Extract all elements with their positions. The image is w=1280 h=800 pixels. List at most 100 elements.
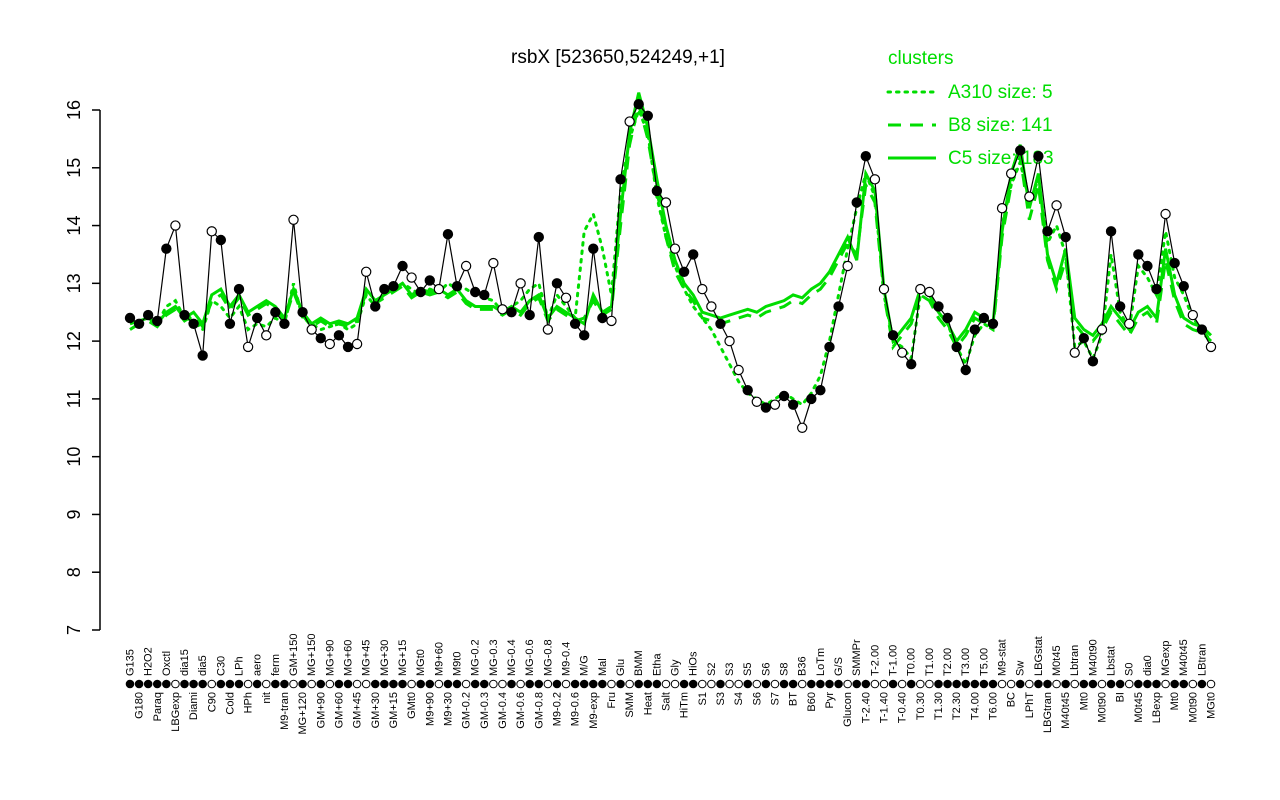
legend: clusters A310 size: 5 B8 size: 141 C5 si… <box>886 48 1054 169</box>
rug-point <box>1124 679 1134 689</box>
x-tick-label: LBGexp <box>170 692 182 732</box>
rug-point <box>489 679 498 689</box>
data-point-open <box>360 266 372 277</box>
rug-point <box>1061 679 1070 689</box>
data-point-filled <box>579 330 590 341</box>
rug-point <box>788 679 798 689</box>
x-tick-label: S3 <box>715 692 727 705</box>
data-point-filled <box>124 312 136 324</box>
data-point-open <box>869 174 881 185</box>
data-point-filled <box>442 229 454 240</box>
rug-point <box>1088 679 1098 689</box>
x-tick-label: dia15 <box>179 649 191 676</box>
rug-point <box>797 679 807 689</box>
rug-point <box>1206 679 1216 689</box>
rug-point <box>616 679 625 689</box>
x-tick-label: GM+150 <box>288 634 300 677</box>
x-tick-label: S4 <box>733 692 745 705</box>
data-point-filled <box>524 309 535 321</box>
rug-point <box>1152 679 1161 689</box>
rug-point <box>725 679 734 689</box>
rug-point <box>598 679 607 689</box>
data-point-filled <box>1169 257 1180 269</box>
rug-point <box>807 679 816 689</box>
y-tick-label: 7 <box>64 625 84 635</box>
rug-point <box>334 679 344 689</box>
data-point-filled <box>960 364 971 376</box>
x-tick-label: Mal <box>597 658 609 676</box>
rug-point <box>143 679 153 689</box>
x-tick-label: T1.30 <box>933 692 945 720</box>
rug-point <box>316 679 326 689</box>
y-tick-label: 13 <box>64 273 84 293</box>
rug-point <box>434 679 444 689</box>
data-point-filled <box>315 333 326 344</box>
x-tick-label: M9-exp <box>588 692 600 729</box>
data-point-open <box>733 364 744 376</box>
rug-point <box>162 679 171 689</box>
rug-point <box>1043 679 1052 689</box>
rug-point <box>1188 679 1198 689</box>
rug-point <box>470 679 480 689</box>
x-tick-label: MG-0.4 <box>506 639 518 676</box>
data-point-open <box>1160 208 1171 220</box>
data-point-filled <box>1015 145 1026 156</box>
data-point-filled <box>651 185 663 197</box>
data-point-filled <box>215 234 227 246</box>
rug-point <box>997 679 1007 689</box>
data-point-filled <box>851 197 862 208</box>
x-tick-label: GM+90 <box>315 692 327 728</box>
data-point-filled <box>161 243 172 254</box>
data-point-filled <box>142 309 154 321</box>
x-tick-label: dia5 <box>197 655 209 676</box>
x-tick-label: MG+30 <box>379 640 391 676</box>
rug-point <box>743 679 753 689</box>
rug-point <box>906 679 916 689</box>
x-tick-label: Pyr <box>824 692 836 709</box>
data-point-filled <box>333 330 345 341</box>
data-point-open <box>1005 168 1017 179</box>
rug-point <box>1115 679 1125 689</box>
data-point-open <box>842 260 853 272</box>
x-tick-label: GM-0.8 <box>533 692 545 729</box>
legend-label-c5: C5 size: 183 <box>948 148 1054 169</box>
x-tick-label: MG+60 <box>343 640 355 676</box>
x-tick-label: H2O2 <box>143 647 155 676</box>
data-point-open <box>324 338 336 350</box>
x-tick-label: T-0.40 <box>897 692 909 723</box>
x-tick-label: Mt0 <box>1169 692 1181 710</box>
rug-point <box>189 679 198 689</box>
rug-point <box>1179 679 1189 689</box>
data-point-filled <box>787 399 799 410</box>
x-tick-label: T0.00 <box>906 648 918 676</box>
data-point-filled <box>379 283 390 295</box>
data-point-filled <box>887 330 899 341</box>
data-point-filled <box>715 318 726 329</box>
data-point-filled <box>270 307 281 318</box>
data-point-open <box>751 396 762 407</box>
x-tick-label: GM+60 <box>333 692 345 728</box>
data-point-open <box>406 272 417 283</box>
y-tick-label: 9 <box>64 509 84 519</box>
x-tick-label: MGt0 <box>1206 692 1218 719</box>
x-tick-label: MG-0.3 <box>488 639 500 676</box>
x-tick-label: M9-0.4 <box>561 642 573 676</box>
data-point-filled <box>778 390 790 402</box>
rug-point <box>543 679 553 689</box>
x-tick-label: MGexp <box>1160 641 1172 676</box>
data-point-filled <box>370 301 381 312</box>
rug-point <box>707 679 716 689</box>
rug-point <box>407 679 416 689</box>
rug-point <box>834 679 843 689</box>
x-tick-label: MGt0 <box>415 649 427 676</box>
data-point-filled <box>479 289 490 301</box>
rug-point <box>1134 679 1143 689</box>
rug-point <box>198 679 207 689</box>
data-point-filled <box>1060 231 1071 243</box>
series-line-c5 <box>129 92 1213 345</box>
rug-point <box>588 679 598 689</box>
x-tick-label: SMMPr <box>851 639 863 676</box>
x-tick-label: GM-0.6 <box>515 692 527 729</box>
rug-point <box>897 679 907 689</box>
